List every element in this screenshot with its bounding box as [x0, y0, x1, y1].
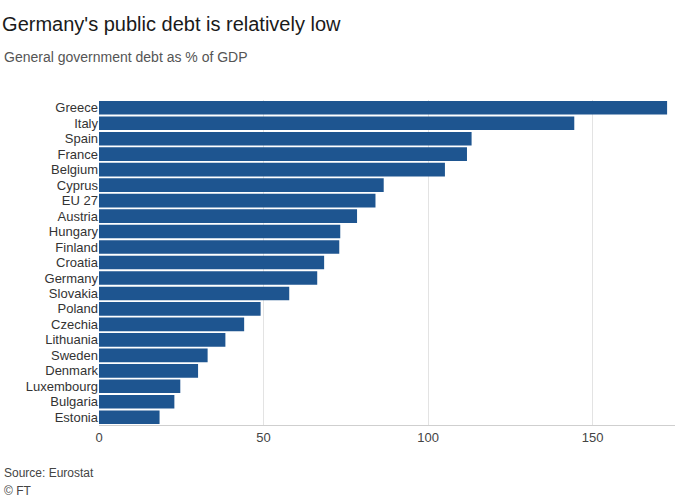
svg-text:France: France — [58, 147, 98, 162]
svg-text:EU 27: EU 27 — [62, 193, 98, 208]
svg-text:Greece: Greece — [55, 100, 98, 115]
svg-text:Cyprus: Cyprus — [57, 178, 99, 193]
svg-text:Estonia: Estonia — [55, 410, 99, 425]
svg-text:Czechia: Czechia — [51, 317, 99, 332]
svg-text:Croatia: Croatia — [56, 255, 99, 270]
svg-text:50: 50 — [256, 430, 270, 445]
svg-text:Hungary: Hungary — [49, 224, 99, 239]
svg-text:Poland: Poland — [58, 301, 98, 316]
svg-text:Denmark: Denmark — [45, 363, 98, 378]
svg-text:Belgium: Belgium — [51, 162, 98, 177]
svg-text:© FT: © FT — [4, 484, 32, 498]
svg-text:Luxembourg: Luxembourg — [26, 379, 98, 394]
svg-text:Bulgaria: Bulgaria — [50, 394, 98, 409]
svg-text:Lithuania: Lithuania — [45, 332, 99, 347]
svg-text:Sweden: Sweden — [51, 348, 98, 363]
svg-text:Germany: Germany — [45, 271, 99, 286]
svg-text:Italy: Italy — [74, 116, 98, 131]
svg-text:0: 0 — [95, 430, 102, 445]
svg-text:Germany's public debt is relat: Germany's public debt is relatively low — [2, 13, 341, 35]
svg-text:Finland: Finland — [55, 240, 98, 255]
svg-text:100: 100 — [417, 430, 439, 445]
svg-text:Austria: Austria — [58, 209, 99, 224]
svg-text:150: 150 — [582, 430, 604, 445]
svg-text:Source: Eurostat: Source: Eurostat — [4, 466, 94, 480]
svg-text:Spain: Spain — [65, 131, 98, 146]
svg-text:General government debt as % o: General government debt as % of GDP — [4, 49, 248, 65]
svg-text:Slovakia: Slovakia — [49, 286, 99, 301]
